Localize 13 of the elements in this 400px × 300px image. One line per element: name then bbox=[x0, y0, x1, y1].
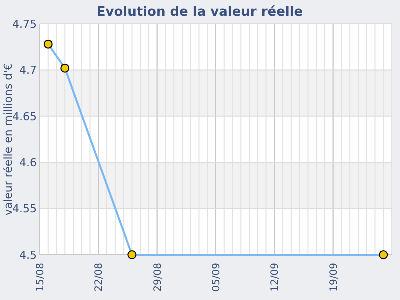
y-tick-label: 4.65 bbox=[12, 110, 37, 124]
x-tick-label: 29/08 bbox=[152, 263, 164, 292]
chart-title: Evolution de la valeur réelle bbox=[96, 5, 304, 20]
x-tick-label: 19/09 bbox=[328, 263, 340, 292]
x-tick-label: 22/08 bbox=[94, 263, 106, 292]
y-tick-label: 4.75 bbox=[12, 18, 37, 31]
y-tick-label: 4.7 bbox=[20, 64, 37, 78]
x-tick-label: 12/09 bbox=[270, 263, 282, 292]
x-tick-label: 15/08 bbox=[36, 263, 46, 292]
y-tick-label: 4.6 bbox=[20, 156, 37, 170]
x-tick-label: 05/09 bbox=[212, 263, 222, 292]
y-tick-label: 4.5 bbox=[20, 248, 37, 262]
y-tick-label: 4.55 bbox=[12, 202, 37, 216]
